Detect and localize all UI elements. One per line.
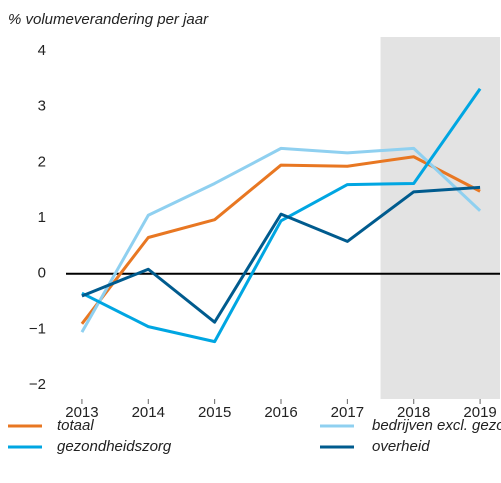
x-tick-label: 2013 — [65, 404, 98, 421]
y-tick-label: 2 — [38, 153, 46, 170]
x-tick-label: 2018 — [397, 404, 430, 421]
legend-label: bedrijven excl. gezondheidszorg — [372, 417, 501, 434]
legend-label: overheid — [372, 438, 430, 455]
legend-label: gezondheidszorg — [57, 438, 172, 455]
x-tick-label: 2019 — [463, 404, 496, 421]
series-line — [81, 87, 482, 344]
x-tick-label: 2016 — [264, 404, 297, 421]
y-tick-label: −2 — [29, 376, 46, 393]
series-line — [80, 146, 482, 333]
x-tick-label: 2017 — [331, 404, 364, 421]
x-tick-label: 2014 — [132, 404, 165, 421]
y-axis-label: % volumeverandering per jaar — [8, 11, 209, 28]
legend-label: totaal — [57, 417, 94, 434]
series-line — [81, 185, 481, 324]
x-tick-label: 2015 — [198, 404, 231, 421]
forecast-shade — [380, 37, 500, 399]
y-tick-label: −1 — [29, 320, 46, 337]
y-tick-label: 1 — [38, 209, 46, 226]
y-tick-label: 0 — [38, 265, 46, 282]
y-tick-label: 3 — [38, 98, 46, 115]
series-line — [80, 155, 481, 325]
y-tick-label: 4 — [38, 42, 46, 59]
